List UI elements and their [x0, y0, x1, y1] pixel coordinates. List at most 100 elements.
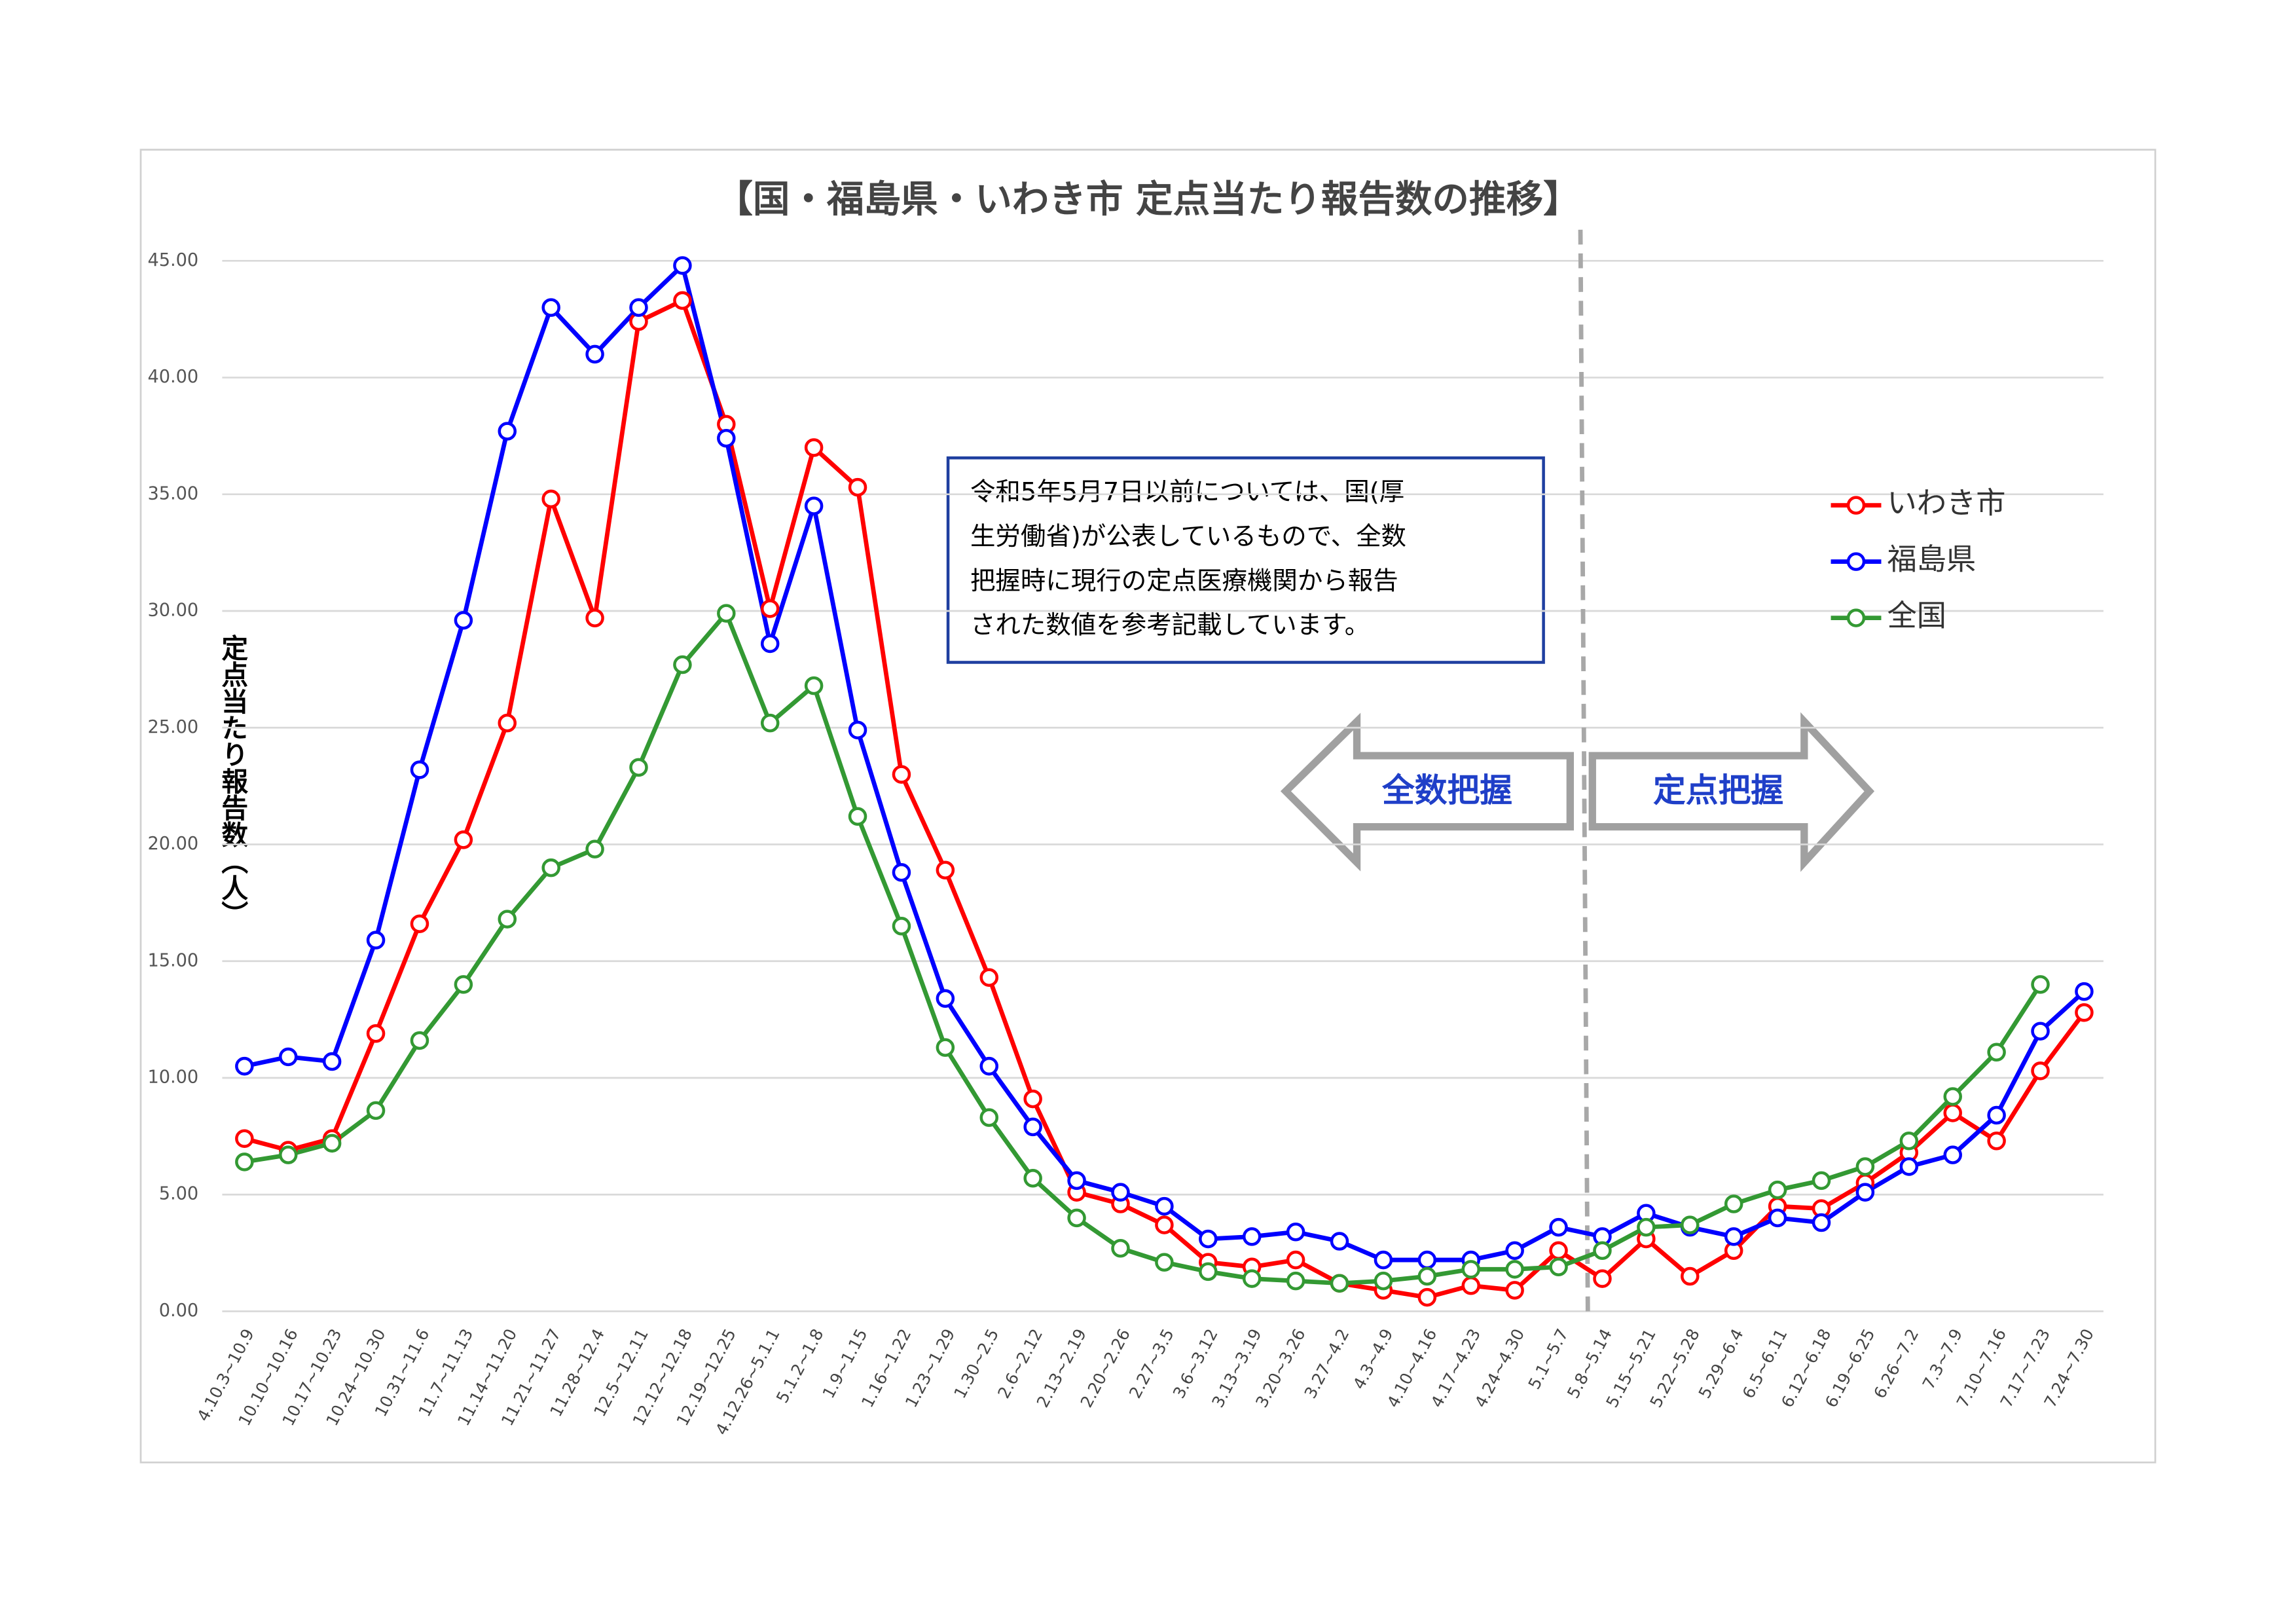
- point: [1855, 1157, 1875, 1176]
- point: [1286, 1250, 1305, 1270]
- point: [1681, 1215, 1700, 1234]
- point: [454, 611, 473, 630]
- point: [498, 910, 517, 929]
- point: [235, 1056, 254, 1076]
- y-tick-label: 45.00: [147, 250, 198, 270]
- point: [1286, 1223, 1305, 1242]
- point: [585, 840, 604, 858]
- point: [1987, 1043, 2006, 1062]
- point: [673, 655, 692, 674]
- point: [717, 428, 736, 448]
- note-line: 把握時に現行の定点医療機関から報告: [970, 566, 1398, 596]
- note-line: 令和5年5月7日以前については、国(厚: [970, 477, 1404, 507]
- point: [804, 496, 824, 515]
- point: [760, 634, 780, 654]
- point: [1330, 1274, 1349, 1293]
- point: [454, 975, 473, 994]
- legend-marker: [1846, 496, 1866, 515]
- point: [1417, 1266, 1437, 1286]
- point: [585, 608, 604, 627]
- point: [979, 1056, 999, 1076]
- point: [979, 968, 999, 987]
- point: [1155, 1253, 1174, 1272]
- point: [1242, 1269, 1262, 1288]
- point: [1899, 1132, 1919, 1151]
- point: [498, 713, 517, 733]
- point: [892, 765, 911, 784]
- point: [1637, 1217, 1656, 1237]
- point: [673, 256, 692, 275]
- point: [936, 1038, 955, 1057]
- point: [1461, 1276, 1480, 1295]
- legend-label: 福島県: [1887, 542, 1977, 577]
- legend-label: いわき市: [1887, 486, 2006, 521]
- point: [1812, 1213, 1831, 1232]
- y-tick-label: 5.00: [159, 1184, 198, 1204]
- point: [410, 914, 429, 933]
- point: [1067, 1171, 1086, 1190]
- point: [1505, 1281, 1524, 1300]
- point: [1505, 1241, 1524, 1261]
- point: [1549, 1257, 1568, 1277]
- y-tick-label: 35.00: [147, 483, 198, 504]
- legend-label: 全国: [1887, 599, 1946, 633]
- point: [1155, 1215, 1174, 1234]
- point: [1681, 1266, 1700, 1286]
- point: [235, 1153, 254, 1172]
- point: [1987, 1132, 2006, 1151]
- point: [804, 676, 824, 695]
- point: [804, 438, 824, 457]
- y-tick-label: 20.00: [147, 834, 198, 854]
- point: [1768, 1180, 1787, 1200]
- divider: [1578, 229, 1590, 1312]
- point: [2031, 1061, 2050, 1080]
- point: [2031, 975, 2050, 994]
- y-tick-label: 15.00: [147, 950, 198, 970]
- point: [1855, 1183, 1875, 1202]
- point: [1987, 1105, 2006, 1125]
- point: [1899, 1157, 1919, 1176]
- y-tick-label: 25.00: [147, 717, 198, 737]
- point: [760, 599, 780, 618]
- point: [1505, 1260, 1524, 1279]
- point: [1943, 1103, 1962, 1122]
- point: [541, 489, 560, 509]
- point: [1593, 1241, 1612, 1261]
- point: [585, 344, 604, 364]
- point: [366, 1024, 386, 1043]
- point: [541, 298, 560, 317]
- point: [1417, 1287, 1437, 1307]
- point: [410, 760, 429, 779]
- y-axis-label: 定点当たり報告数（人）: [217, 634, 248, 927]
- point: [1724, 1194, 1743, 1213]
- point: [629, 298, 648, 317]
- point: [1067, 1208, 1086, 1228]
- point: [1374, 1250, 1393, 1270]
- legend-marker: [1846, 608, 1866, 627]
- point: [1111, 1183, 1130, 1202]
- point: [1461, 1260, 1480, 1279]
- note-line: された数値を参考記載しています。: [970, 611, 1370, 640]
- left-arrow-label: 全数把握: [1381, 771, 1512, 809]
- point: [1593, 1269, 1612, 1288]
- point: [366, 1101, 386, 1120]
- point: [673, 291, 692, 310]
- point: [1724, 1227, 1743, 1246]
- point: [1111, 1238, 1130, 1258]
- point: [1155, 1196, 1174, 1216]
- point: [1549, 1241, 1568, 1261]
- point: [235, 1129, 254, 1148]
- y-tick-label: 10.00: [147, 1067, 198, 1088]
- point: [1023, 1169, 1042, 1188]
- point: [892, 917, 911, 936]
- right-arrow-label: 定点把握: [1653, 771, 1783, 809]
- point: [1374, 1271, 1393, 1291]
- note-box: [946, 456, 1545, 664]
- point: [410, 1031, 429, 1050]
- point: [936, 860, 955, 879]
- note-line: 生労働省)が公表しているもので、全数: [970, 522, 1406, 551]
- y-tick-label: 0.00: [159, 1301, 198, 1321]
- point: [936, 989, 955, 1008]
